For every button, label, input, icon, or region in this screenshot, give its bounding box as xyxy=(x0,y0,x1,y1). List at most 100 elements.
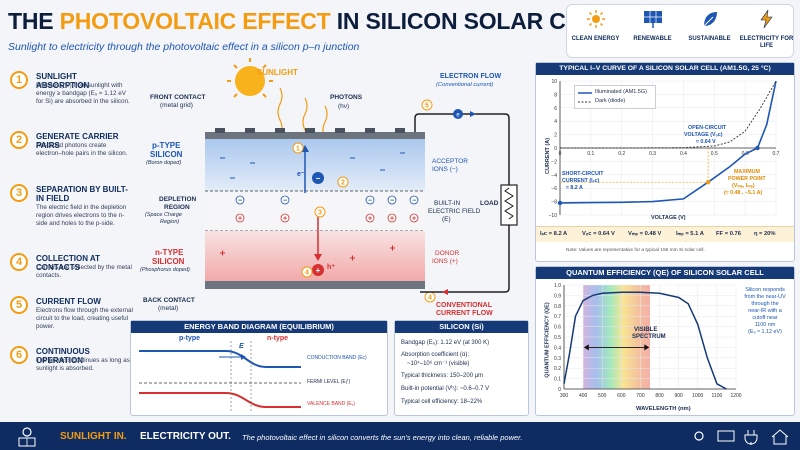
step-1: 1 SUNLIGHT ABSORPTION Photons (hν) from su… xyxy=(10,71,130,126)
arrow-head-right xyxy=(644,344,650,351)
sun-panel-icon xyxy=(18,427,36,447)
y-tick-label: 0.2 xyxy=(554,366,561,372)
y-tick-label: 0.1 xyxy=(554,377,561,383)
arrow-head-left xyxy=(583,344,589,351)
svg-text:−: − xyxy=(283,198,287,205)
step-2: 2 GENERATE CARRIER PAIRS Absorbed photons … xyxy=(10,131,128,176)
sun-icon xyxy=(586,10,605,28)
x-tick-label: 0.2 xyxy=(618,151,625,157)
page-title: THE PHOTOVOLTAIC EFFECT IN SILICON SOLAR… xyxy=(8,8,624,34)
x-tick-label: 300 xyxy=(560,393,569,399)
lightning-icon xyxy=(759,9,773,29)
y-tick-label: 0.9 xyxy=(554,293,561,299)
step-5: 5 CURRENT FLOW Electrons flow through the … xyxy=(10,296,133,336)
footer-banner: SUNLIGHT IN. ELECTRICITY OUT. The photov… xyxy=(0,422,800,450)
svg-text:e: e xyxy=(456,113,460,119)
x-tick-label: 700 xyxy=(636,393,645,399)
isc-point xyxy=(557,200,563,206)
front-contact xyxy=(205,132,425,139)
svg-text:+: + xyxy=(412,216,416,223)
silicon-info-panel: SILICON (Si) Bandgap (E₉): 1.12 eV (at 3… xyxy=(394,320,529,416)
svg-text:+: + xyxy=(238,216,242,223)
step-6: 6 CONTINUOUS OPERATION The process continu… xyxy=(10,346,130,386)
badge-renewable: RENEWABLE xyxy=(624,9,681,43)
svg-text:4: 4 xyxy=(428,295,432,302)
x-tick-label: 0.1 xyxy=(587,151,594,157)
sun-icon xyxy=(694,431,704,441)
y-tick-label: −8 xyxy=(551,200,557,206)
qe-note: Silicon responds from the near-UV throug… xyxy=(744,287,786,335)
page-subtitle: Sunlight to electricity through the phot… xyxy=(8,41,360,53)
back-contact xyxy=(205,281,425,289)
svg-text:+: + xyxy=(390,216,394,223)
leaf-icon xyxy=(703,12,717,27)
voc-point xyxy=(755,145,760,151)
series-dark xyxy=(560,80,777,149)
x-tick-label: 1200 xyxy=(730,393,741,399)
y-tick-label: −4 xyxy=(551,173,557,179)
svg-text:−: − xyxy=(412,198,416,205)
home-icon xyxy=(771,429,789,445)
y-tick-label: 4 xyxy=(554,119,557,125)
x-tick-label: 0.5 xyxy=(711,151,718,157)
svg-text:−: − xyxy=(368,198,372,205)
mpp-point xyxy=(705,179,711,185)
iv-params: Iₛc = 8.2 A Vₒc = 0.64 V Vₘₚ = 0.48 V Iₘ… xyxy=(536,226,794,242)
svg-text:3: 3 xyxy=(318,210,322,217)
p-type-region xyxy=(205,139,425,191)
solar-cell-diagram: − − − − − + + + + + − + 1 2 3 4 5 4 e xyxy=(205,58,518,303)
x-tick-label: 600 xyxy=(617,393,626,399)
step-3: 3 SEPARATION BY BUILT-IN FIELD The electri… xyxy=(10,184,128,239)
band-diagram xyxy=(139,341,301,413)
svg-text:−: − xyxy=(238,198,242,205)
load-resistor xyxy=(500,184,518,226)
circuit-wire xyxy=(414,113,510,293)
benefit-badges: CLEAN ENERGY RENEWABLE SUSTAINABLE ELECT… xyxy=(566,4,794,58)
step-4: 4 COLLECTION AT CONTACTS Carriers are coll… xyxy=(10,253,132,288)
y-tick-label: 0 xyxy=(554,146,557,152)
y-tick-label: 2 xyxy=(554,133,557,139)
y-tick-label: 0.6 xyxy=(554,325,561,331)
qe-panel: QUANTUM EFFICIENCY (QE) OF SILICON SOLAR… xyxy=(535,266,795,416)
badge-sustainable: SUSTAINABLE xyxy=(681,9,738,43)
y-tick-label: 1.0 xyxy=(554,283,561,289)
y-tick-label: 10 xyxy=(551,79,557,85)
plug-icon xyxy=(744,430,758,445)
svg-text:−: − xyxy=(316,174,321,183)
x-tick-label: 800 xyxy=(655,393,664,399)
x-tick-label: 1100 xyxy=(712,393,723,399)
y-tick-label: 0.4 xyxy=(554,345,561,351)
y-tick-label: 0.5 xyxy=(554,335,561,341)
y-tick-label: 0.7 xyxy=(554,314,561,320)
solar-panel-icon xyxy=(717,430,735,442)
svg-text:2: 2 xyxy=(341,180,345,187)
y-tick-label: 0.3 xyxy=(554,356,561,362)
x-tick-label: 0.4 xyxy=(680,151,687,157)
y-tick-label: −10 xyxy=(549,213,558,219)
x-tick-label: 900 xyxy=(674,393,683,399)
y-tick-label: −2 xyxy=(551,159,557,165)
x-tick-label: 0.3 xyxy=(649,151,656,157)
solar-panel-icon xyxy=(643,11,662,28)
y-tick-label: 6 xyxy=(554,106,557,112)
y-tick-label: −6 xyxy=(551,186,557,192)
y-tick-label: 0 xyxy=(558,387,561,393)
iv-curve-panel: TYPICAL I–V CURVE OF A SILICON SOLAR CEL… xyxy=(535,62,795,262)
svg-text:4: 4 xyxy=(305,270,309,277)
svg-text:+: + xyxy=(316,266,321,275)
band-diagram-panel: ENERGY BAND DIAGRAM (EQUILIBRIUM) p-type… xyxy=(130,320,388,416)
svg-text:+: + xyxy=(283,216,287,223)
sunlight-label: SUNLIGHT xyxy=(257,68,298,77)
x-tick-label: 0.7 xyxy=(773,151,780,157)
footer-icons xyxy=(694,429,789,445)
x-tick-label: 500 xyxy=(598,393,607,399)
x-tick-label: 400 xyxy=(579,393,588,399)
svg-text:5: 5 xyxy=(425,103,429,110)
svg-text:−: − xyxy=(390,198,394,205)
qe-curve xyxy=(563,291,727,390)
sun-icon xyxy=(227,58,273,98)
svg-text:+: + xyxy=(368,216,372,223)
svg-text:1: 1 xyxy=(296,146,300,153)
